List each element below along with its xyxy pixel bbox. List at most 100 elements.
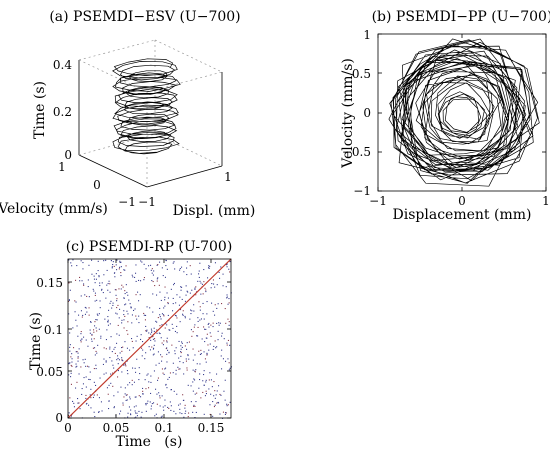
recurrence-point [116, 333, 118, 335]
recurrence-point [178, 404, 180, 406]
recurrence-point [122, 346, 124, 348]
recurrence-point [169, 372, 171, 374]
recurrence-point [224, 413, 226, 415]
recurrence-point [182, 313, 184, 315]
recurrence-point [198, 387, 200, 389]
recurrence-point [201, 338, 203, 340]
recurrence-point [80, 260, 82, 262]
recurrence-point [148, 337, 150, 339]
recurrence-point [105, 348, 107, 350]
recurrence-point [115, 294, 117, 296]
recurrence-point [160, 299, 162, 301]
recurrence-point [205, 393, 207, 395]
panel-a-xtick-m1: −1 [138, 195, 156, 209]
recurrence-point [207, 323, 209, 325]
recurrence-point [192, 390, 194, 392]
recurrence-point [209, 265, 211, 267]
recurrence-point [184, 345, 186, 347]
recurrence-point [193, 405, 195, 407]
recurrence-point [83, 362, 85, 364]
recurrence-point [228, 369, 230, 371]
recurrence-point [217, 402, 219, 404]
panel-c-y-ticks: 0.15 0.1 0.05 0 [36, 276, 63, 425]
recurrence-point [91, 333, 93, 335]
recurrence-point [132, 276, 134, 278]
recurrence-point [175, 315, 177, 317]
recurrence-point [127, 373, 129, 375]
recurrence-point [122, 404, 124, 406]
recurrence-point [159, 316, 161, 318]
recurrence-point [182, 310, 184, 312]
recurrence-point [202, 380, 204, 382]
recurrence-point [73, 347, 75, 349]
recurrence-point [105, 361, 107, 363]
recurrence-point [145, 352, 147, 354]
recurrence-point [112, 304, 114, 306]
recurrence-point [140, 338, 142, 340]
recurrence-point [225, 286, 227, 288]
recurrence-point [120, 275, 122, 277]
recurrence-point [215, 347, 217, 349]
recurrence-point [216, 307, 218, 309]
recurrence-point [145, 268, 147, 270]
recurrence-point [223, 390, 225, 392]
recurrence-point [96, 313, 98, 315]
recurrence-point [219, 277, 221, 279]
recurrence-point [219, 413, 221, 415]
recurrence-point [96, 299, 98, 301]
panel-b-ytick-1: 1 [363, 28, 371, 42]
recurrence-point [99, 377, 101, 379]
recurrence-point [227, 404, 229, 406]
recurrence-point [90, 407, 92, 409]
recurrence-point [176, 325, 178, 327]
recurrence-point [171, 323, 173, 325]
panel-a-z-ticks: 0.4 0.2 0 [53, 58, 72, 162]
recurrence-point [165, 348, 167, 350]
recurrence-point [203, 318, 205, 320]
recurrence-point [127, 416, 129, 418]
recurrence-point [160, 416, 162, 418]
recurrence-point [85, 403, 87, 405]
recurrence-point [108, 408, 110, 410]
recurrence-point [120, 266, 122, 268]
recurrence-point [103, 260, 105, 262]
panel-b-y-ticks: 1 0.5 0 −0.5 −1 [342, 28, 371, 198]
recurrence-point [166, 324, 168, 326]
recurrence-point [149, 349, 151, 351]
recurrence-point [126, 399, 128, 401]
recurrence-point [166, 340, 168, 342]
recurrence-point [196, 335, 198, 337]
recurrence-point [68, 362, 70, 364]
recurrence-point [147, 400, 149, 402]
recurrence-point [225, 412, 227, 414]
recurrence-point [166, 337, 168, 339]
recurrence-point [118, 288, 120, 290]
panel-a-ztick-0: 0.4 [53, 58, 72, 72]
recurrence-point [73, 406, 75, 408]
recurrence-point [75, 351, 77, 353]
recurrence-point [213, 345, 215, 347]
recurrence-point [129, 303, 131, 305]
recurrence-point [115, 264, 117, 266]
recurrence-point [175, 347, 177, 349]
recurrence-point [90, 397, 92, 399]
recurrence-point [93, 368, 95, 370]
panel-c-xlabel: Time (s) [116, 434, 183, 450]
panel-a-ytick-0: 0 [93, 178, 101, 192]
recurrence-point [138, 322, 140, 324]
recurrence-point [225, 264, 227, 266]
recurrence-point [185, 360, 187, 362]
recurrence-point [229, 344, 231, 346]
recurrence-point [133, 381, 135, 383]
recurrence-point [194, 371, 196, 373]
recurrence-point [80, 366, 82, 368]
recurrence-point [68, 299, 70, 301]
recurrence-point [106, 387, 108, 389]
recurrence-point [192, 331, 194, 333]
recurrence-point [154, 338, 156, 340]
panel-c-frame [67, 258, 232, 419]
recurrence-point [136, 412, 138, 414]
recurrence-point [152, 311, 154, 313]
recurrence-point [206, 313, 208, 315]
